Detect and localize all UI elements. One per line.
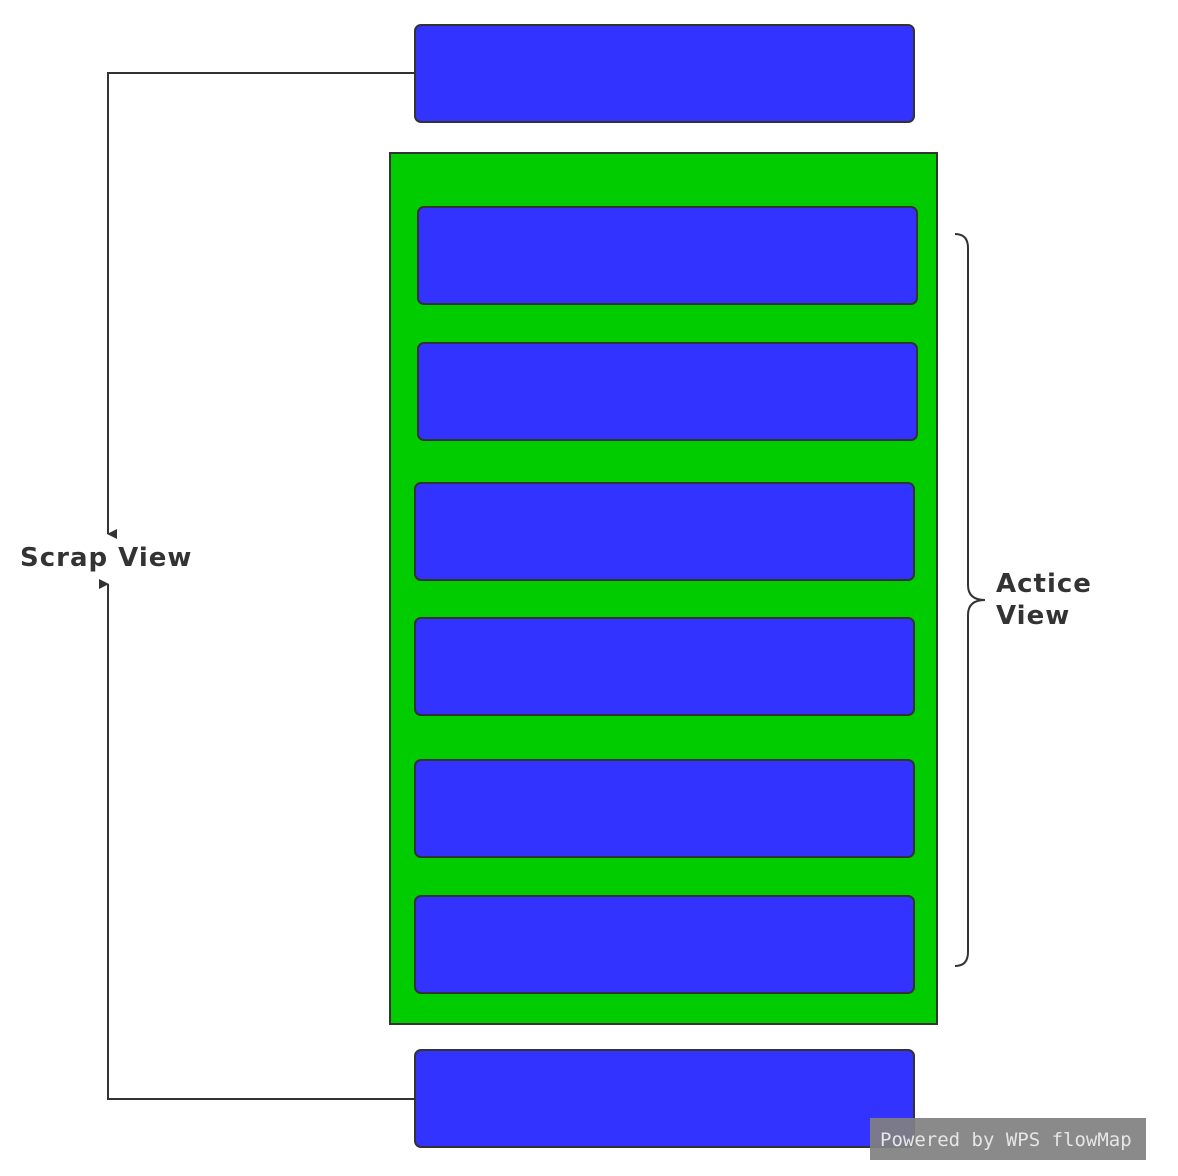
active-view-label-line1: Actice: [996, 569, 1092, 599]
watermark-badge: Powered by WPS flowMap: [870, 1118, 1146, 1160]
active-view-item-2: [417, 342, 918, 441]
scrap-view-item-top: [414, 24, 915, 123]
scrap-arrow-bottom: [99, 579, 415, 1100]
active-view-item-5: [414, 759, 915, 858]
active-view-brace: [954, 233, 986, 967]
active-view-item-4: [414, 617, 915, 716]
watermark-background: [870, 1118, 1146, 1160]
scrap-view-label: Scrap View: [20, 543, 192, 573]
active-view-item-6: [414, 895, 915, 994]
watermark-text: Powered by WPS flowMap: [880, 1129, 1132, 1151]
scrap-arrow-top: [107, 72, 415, 539]
scrap-view-item-bottom: [414, 1049, 915, 1148]
active-view-item-3: [414, 482, 915, 581]
active-view-item-1: [417, 206, 918, 305]
active-view-label-line2: View: [996, 601, 1070, 631]
